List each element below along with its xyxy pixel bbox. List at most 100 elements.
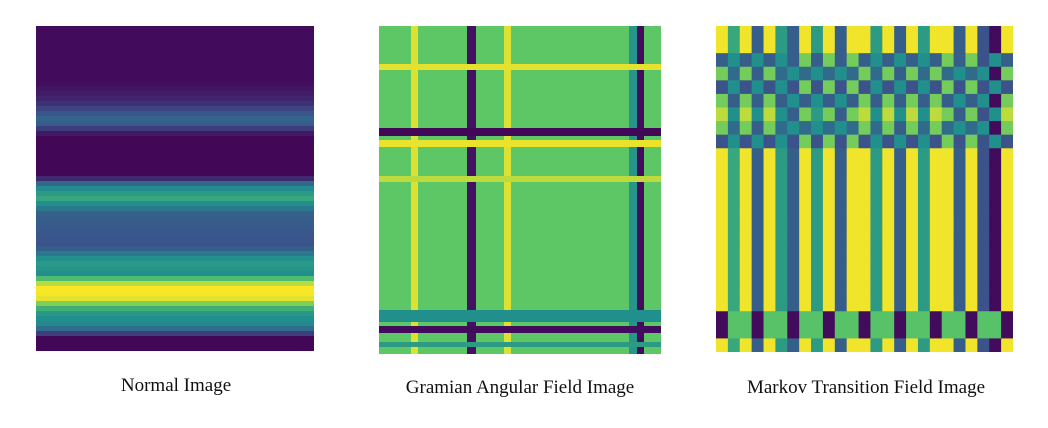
normal-band <box>36 181 314 187</box>
mtf-cell <box>989 53 1002 68</box>
mtf-cell <box>822 189 836 204</box>
mtf-cell <box>941 324 955 339</box>
normal-band <box>36 251 314 257</box>
mtf-cell <box>799 53 812 68</box>
mtf-cell <box>882 80 895 95</box>
mtf-cell <box>906 324 919 339</box>
mtf-cell <box>1001 189 1013 204</box>
mtf-cell <box>929 26 943 41</box>
mtf-cell <box>953 311 966 326</box>
mtf-cell <box>834 243 848 258</box>
mtf-cell <box>822 216 836 231</box>
mtf-cell <box>941 243 955 258</box>
mtf-cell <box>929 270 943 285</box>
mtf-cell <box>882 148 895 163</box>
mtf-cell <box>846 202 860 217</box>
mtf-cell <box>846 66 860 81</box>
mtf-cell <box>787 270 800 285</box>
mtf-cell <box>811 297 824 312</box>
mtf-cell <box>716 26 729 41</box>
mtf-cell <box>870 161 883 176</box>
mtf-cell <box>906 148 919 163</box>
mtf-cell <box>787 26 800 41</box>
mtf-cell <box>858 107 871 122</box>
mtf-image-caption: Markov Transition Field Image <box>746 377 986 398</box>
mtf-cell <box>870 270 883 285</box>
mtf-cell <box>846 284 860 299</box>
mtf-cell <box>1001 148 1013 163</box>
mtf-cell <box>965 175 978 190</box>
mtf-cell <box>929 121 943 136</box>
normal-band <box>36 46 314 52</box>
gaf-horizontal-line <box>379 326 661 333</box>
mtf-cell <box>917 80 931 95</box>
mtf-cell <box>882 121 895 136</box>
mtf-cell <box>929 148 943 163</box>
mtf-cell <box>834 324 848 339</box>
mtf-cell <box>953 270 966 285</box>
mtf-cell <box>727 66 741 81</box>
mtf-cell <box>917 284 931 299</box>
mtf-cell <box>917 229 931 244</box>
mtf-cell <box>846 297 860 312</box>
mtf-cell <box>977 53 990 68</box>
mtf-cell <box>941 107 955 122</box>
mtf-cell <box>953 189 966 204</box>
mtf-cell <box>906 216 919 231</box>
mtf-cell <box>822 338 836 352</box>
mtf-cell <box>882 270 895 285</box>
mtf-cell <box>751 216 765 231</box>
mtf-cell <box>763 256 776 271</box>
normal-band <box>36 201 314 207</box>
mtf-cell <box>716 39 729 54</box>
mtf-cell <box>799 270 812 285</box>
mtf-cell <box>965 148 978 163</box>
mtf-cell <box>727 324 741 339</box>
mtf-cell <box>953 175 966 190</box>
mtf-cell <box>739 107 753 122</box>
mtf-cell <box>894 93 907 108</box>
mtf-cell <box>739 202 753 217</box>
mtf-cell <box>917 175 931 190</box>
mtf-cell <box>787 256 800 271</box>
mtf-cell <box>822 107 836 122</box>
mtf-cell <box>977 121 990 136</box>
mtf-cell <box>917 202 931 217</box>
normal-band <box>36 106 314 112</box>
mtf-cell <box>894 80 907 95</box>
mtf-cell <box>870 148 883 163</box>
mtf-cell <box>882 189 895 204</box>
gramian-angular-field-heatmap <box>379 26 661 354</box>
mtf-cell <box>787 39 800 54</box>
mtf-cell <box>870 338 883 352</box>
mtf-cell <box>929 53 943 68</box>
mtf-cell <box>834 121 848 136</box>
mtf-cell <box>953 202 966 217</box>
mtf-cell <box>941 93 955 108</box>
mtf-cell <box>929 189 943 204</box>
mtf-cell <box>906 229 919 244</box>
mtf-cell <box>739 311 753 326</box>
mtf-cell <box>716 161 729 176</box>
normal-band <box>36 41 314 47</box>
mtf-cell <box>894 107 907 122</box>
mtf-cell <box>858 202 871 217</box>
mtf-cell <box>1001 270 1013 285</box>
mtf-cell <box>929 243 943 258</box>
mtf-cell <box>989 80 1002 95</box>
mtf-cell <box>739 148 753 163</box>
mtf-cell <box>989 311 1002 326</box>
mtf-cell <box>787 229 800 244</box>
mtf-cell <box>989 121 1002 136</box>
normal-band <box>36 221 314 227</box>
mtf-cell <box>822 229 836 244</box>
mtf-cell <box>799 107 812 122</box>
mtf-cell <box>751 202 765 217</box>
mtf-cell <box>799 216 812 231</box>
mtf-cell <box>977 134 990 149</box>
mtf-cell <box>763 270 776 285</box>
mtf-cell <box>882 256 895 271</box>
mtf-cell <box>858 284 871 299</box>
normal-band <box>36 136 314 142</box>
mtf-cell <box>727 121 741 136</box>
